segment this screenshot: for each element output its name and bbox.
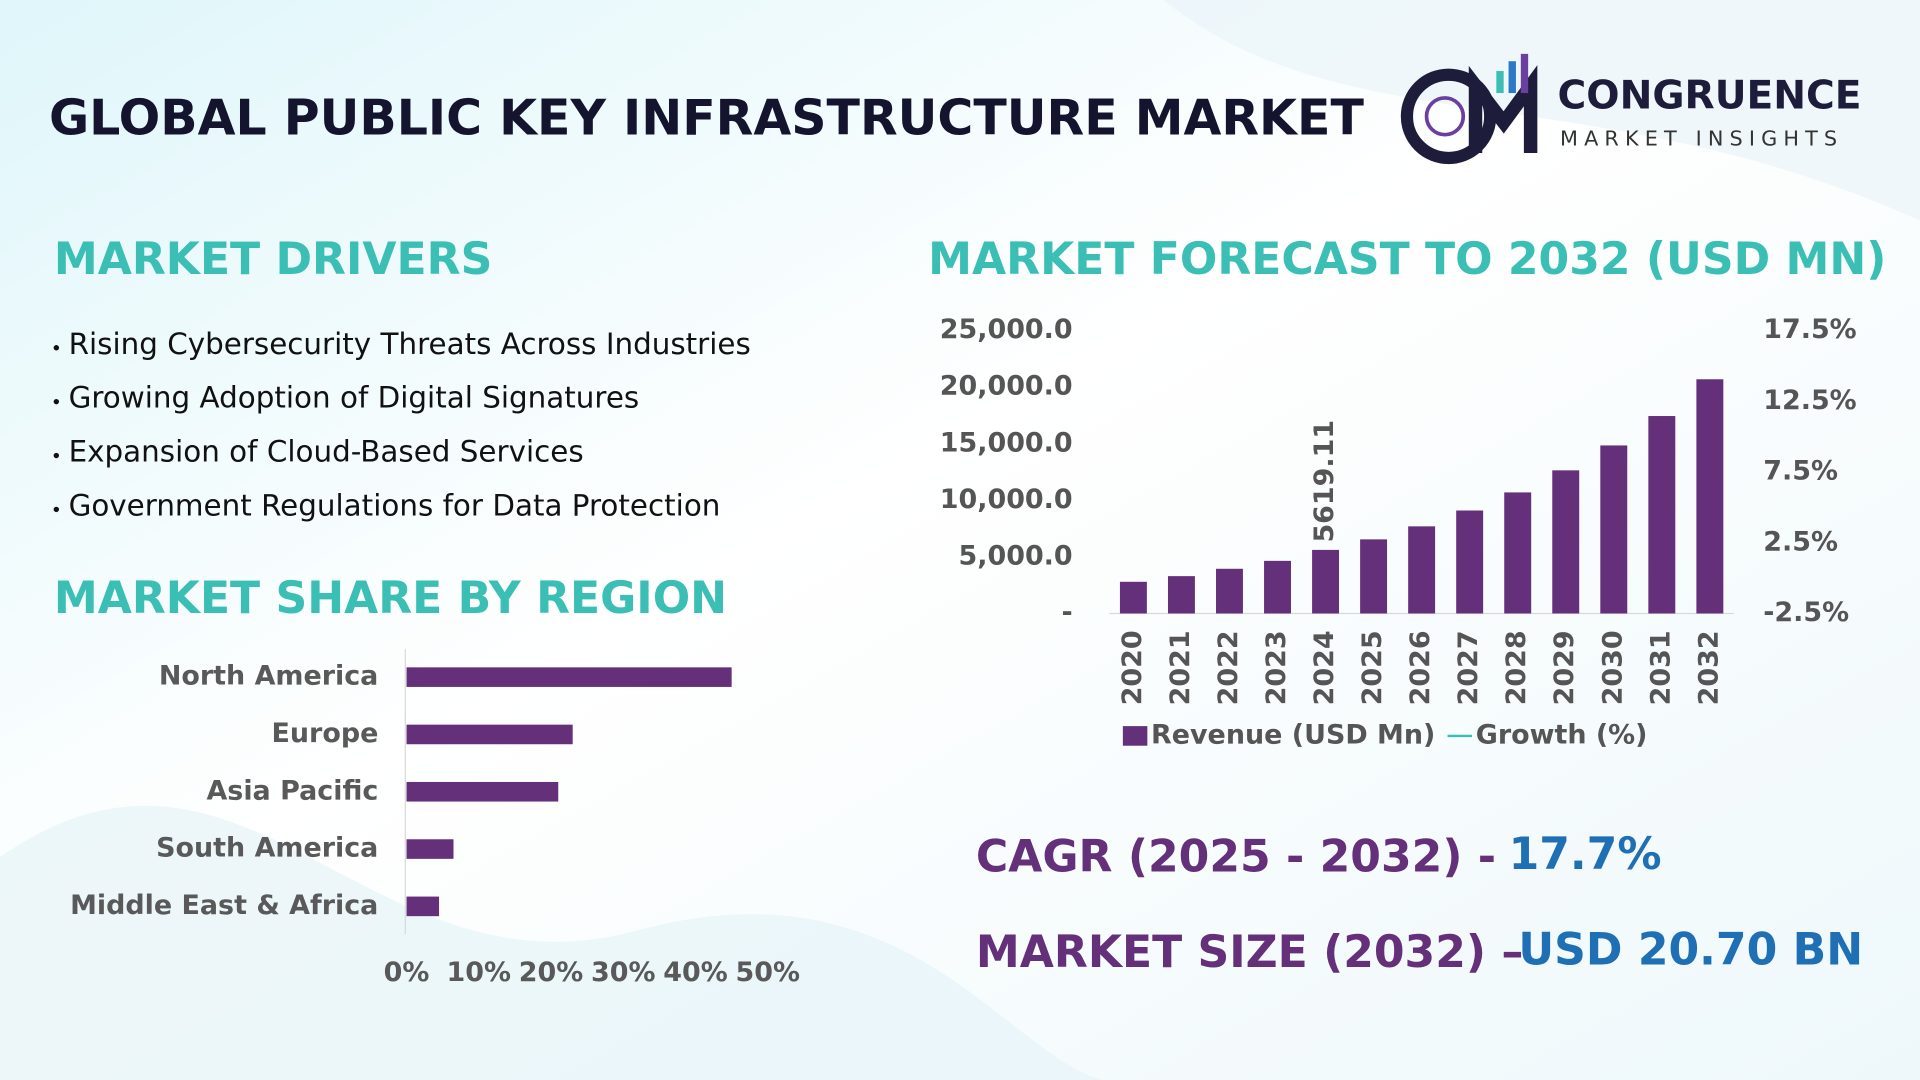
y2-tick-label: 17.5% bbox=[1763, 314, 1856, 345]
x-tick-label: 2022 bbox=[1213, 630, 1244, 705]
y-tick-label: 5,000.0 bbox=[959, 540, 1073, 571]
y-tick-label: - bbox=[1061, 597, 1072, 628]
logo-tagline: MARKET INSIGHTS bbox=[1560, 127, 1843, 151]
bar bbox=[406, 839, 454, 859]
bar bbox=[1552, 470, 1580, 614]
x-tick-label: 2030 bbox=[1597, 630, 1628, 705]
page-title: GLOBAL PUBLIC KEY INFRASTRUCTURE MARKET bbox=[49, 90, 1364, 147]
legend-label: Growth (%) bbox=[1476, 719, 1648, 750]
bar bbox=[406, 667, 732, 687]
bar bbox=[406, 781, 559, 802]
x-tick-label: 2031 bbox=[1645, 630, 1676, 705]
category-label: North America bbox=[159, 661, 378, 692]
cagr-label: CAGR (2025 - 2032) - bbox=[976, 832, 1496, 883]
bar bbox=[1312, 549, 1340, 614]
bar bbox=[1408, 526, 1436, 614]
driver-item: Growing Adoption of Digital Signatures bbox=[69, 381, 640, 415]
x-tick-label: 2024 bbox=[1309, 630, 1340, 705]
bar bbox=[1456, 510, 1484, 614]
data-label: 5619.11 bbox=[1309, 420, 1340, 543]
bullet bbox=[53, 452, 60, 459]
x-tick-label: 2021 bbox=[1165, 630, 1196, 705]
bar bbox=[1696, 379, 1724, 614]
category-label: South America bbox=[156, 833, 378, 864]
x-tick-label: 40% bbox=[663, 957, 727, 988]
logo bbox=[1400, 53, 1538, 165]
driver-item: Expansion of Cloud-Based Services bbox=[69, 435, 584, 469]
forecast-heading: MARKET FORECAST TO 2032 (USD MN) bbox=[928, 234, 1886, 285]
y-tick-label: 15,000.0 bbox=[940, 427, 1073, 458]
bar bbox=[1119, 581, 1147, 614]
x-tick-label: 0% bbox=[384, 957, 430, 988]
wave bbox=[1163, 0, 1920, 221]
size-label: MARKET SIZE (2032) – bbox=[976, 927, 1524, 978]
legend-label: Revenue (USD Mn) bbox=[1151, 719, 1435, 750]
bar bbox=[1264, 560, 1291, 614]
bullet bbox=[53, 398, 60, 405]
bar bbox=[1167, 576, 1195, 614]
driver-item: Rising Cybersecurity Threats Across Indu… bbox=[69, 327, 751, 361]
x-tick-label: 10% bbox=[447, 957, 511, 988]
bar bbox=[1600, 445, 1628, 614]
category-label: Asia Pacific bbox=[206, 775, 378, 806]
y-tick-label: 20,000.0 bbox=[940, 371, 1073, 402]
bar bbox=[1216, 568, 1243, 614]
y-tick-label: 25,000.0 bbox=[940, 314, 1073, 345]
y2-tick-label: 7.5% bbox=[1763, 456, 1838, 487]
bar bbox=[1360, 539, 1388, 614]
x-tick-label: 20% bbox=[519, 957, 583, 988]
drivers-heading: MARKET DRIVERS bbox=[54, 234, 492, 285]
bar bbox=[406, 724, 573, 745]
size-value: USD 20.70 BN bbox=[1518, 925, 1863, 976]
x-tick-label: 2023 bbox=[1261, 630, 1292, 705]
x-tick-label: 30% bbox=[591, 957, 655, 988]
x-tick-label: 2029 bbox=[1549, 630, 1580, 705]
x-tick-label: 2032 bbox=[1693, 630, 1724, 705]
x-tick-label: 50% bbox=[736, 957, 800, 988]
bar bbox=[1504, 492, 1532, 614]
y2-tick-label: -2.5% bbox=[1763, 597, 1849, 628]
y2-tick-label: 12.5% bbox=[1763, 385, 1856, 416]
bullet bbox=[53, 345, 60, 351]
y2-tick-label: 2.5% bbox=[1763, 526, 1838, 557]
x-tick-label: 2020 bbox=[1117, 630, 1148, 705]
x-tick-label: 2028 bbox=[1501, 630, 1532, 705]
bullet bbox=[53, 506, 60, 513]
x-tick-label: 2025 bbox=[1357, 630, 1388, 705]
category-label: Europe bbox=[272, 718, 379, 749]
region-heading: MARKET SHARE BY REGION bbox=[54, 573, 727, 624]
category-label: Middle East & Africa bbox=[70, 890, 378, 921]
wave bbox=[0, 805, 1103, 1080]
x-tick-label: 2027 bbox=[1453, 630, 1484, 705]
logo-name: CONGRUENCE bbox=[1558, 73, 1862, 118]
bar bbox=[1648, 416, 1676, 614]
x-tick-label: 2026 bbox=[1405, 630, 1436, 705]
legend-swatch bbox=[1122, 726, 1148, 746]
y-tick-label: 10,000.0 bbox=[940, 484, 1073, 515]
driver-item: Government Regulations for Data Protecti… bbox=[69, 488, 721, 522]
cagr-value: 17.7% bbox=[1509, 829, 1662, 880]
bar bbox=[406, 896, 440, 917]
